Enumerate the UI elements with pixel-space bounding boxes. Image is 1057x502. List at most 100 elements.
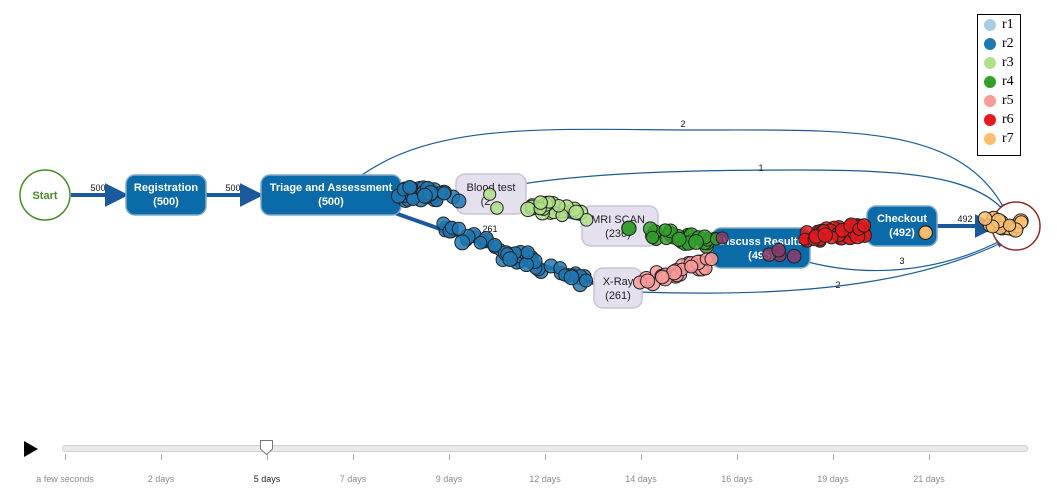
case-token — [437, 186, 452, 201]
edge-xray-end[interactable] — [639, 241, 1005, 294]
activity-registration[interactable]: Registration (500) — [125, 174, 207, 216]
case-token — [621, 220, 637, 237]
tick-mark — [65, 454, 66, 460]
edge-label-start-registration: 500 — [90, 183, 105, 193]
case-token — [417, 187, 433, 204]
legend-label: r5 — [1002, 92, 1014, 108]
activity-xray[interactable]: X-Ray (261) — [593, 267, 643, 309]
case-token — [715, 231, 729, 245]
tick-label: a few seconds — [36, 474, 94, 484]
edge-label-triage-xray: 261 — [482, 224, 497, 234]
edge-label-triage-end: 2 — [680, 119, 685, 129]
legend-label: r7 — [1002, 130, 1014, 146]
case-token — [402, 179, 418, 195]
case-tokens — [390, 179, 1029, 293]
tick-label: 2 days — [147, 474, 175, 484]
case-token — [483, 187, 497, 201]
registration-count: (500) — [153, 196, 179, 208]
tick-mark — [545, 454, 546, 460]
tick-label: 12 days — [529, 474, 561, 484]
legend: r1 r2 r3 r4 r5 r6 r7 — [977, 14, 1021, 156]
timeline-thumb[interactable] — [260, 440, 273, 455]
tick-mark — [641, 454, 642, 460]
case-token — [487, 237, 503, 253]
legend-item: r5 — [978, 91, 1020, 110]
legend-swatch — [984, 56, 996, 69]
tick-mark — [161, 454, 162, 460]
process-map: 500 500 2 1 261 492 3 2 Start Registrati… — [19, 119, 1041, 309]
legend-item: r4 — [978, 72, 1020, 91]
case-token — [454, 234, 471, 251]
legend-swatch — [984, 37, 996, 50]
case-token — [771, 242, 786, 258]
tick-mark — [833, 454, 834, 460]
case-token — [563, 269, 580, 286]
legend-label: r3 — [1002, 54, 1014, 70]
case-token — [1002, 218, 1017, 232]
tick-mark — [353, 454, 354, 460]
xray-count: (261) — [605, 290, 631, 302]
legend-swatch — [984, 18, 996, 31]
case-token — [520, 201, 536, 218]
case-token — [856, 218, 872, 233]
case-token — [918, 225, 933, 241]
start-node[interactable] — [19, 169, 71, 221]
legend-label: r2 — [1002, 35, 1014, 51]
edge-triage-end[interactable] — [361, 128, 1006, 212]
case-token — [640, 273, 656, 289]
edge-blood-end[interactable] — [521, 169, 1006, 214]
case-token — [490, 201, 504, 215]
tick-label: 14 days — [625, 474, 657, 484]
legend-item: r6 — [978, 110, 1020, 129]
tick-mark — [929, 454, 930, 460]
case-token — [817, 227, 833, 243]
edge-label-xray-end: 2 — [835, 280, 840, 290]
edge-label-checkout-end: 492 — [957, 214, 972, 224]
play-button[interactable] — [24, 441, 38, 457]
case-token — [655, 269, 670, 285]
tick-label-current: 5 days — [253, 474, 281, 484]
edge-label-registration-triage: 500 — [225, 183, 240, 193]
case-token — [977, 211, 993, 226]
case-token — [533, 195, 548, 210]
legend-label: r6 — [1002, 111, 1014, 127]
case-token — [684, 259, 699, 274]
legend-swatch — [984, 132, 996, 145]
case-token — [579, 212, 594, 227]
edge-discuss-end[interactable] — [807, 239, 1004, 272]
registration-label: Registration — [134, 182, 198, 194]
case-token — [518, 256, 534, 273]
case-token — [451, 221, 467, 236]
legend-swatch — [984, 94, 996, 107]
triage-count: (500) — [318, 196, 344, 208]
activity-triage[interactable]: Triage and Assessment (500) — [260, 174, 402, 216]
case-token — [658, 223, 672, 237]
case-token — [645, 230, 660, 245]
legend-item: r7 — [978, 129, 1020, 148]
checkout-label: Checkout — [877, 213, 927, 225]
timeline-slider[interactable] — [62, 445, 1028, 452]
triage-label: Triage and Assessment — [270, 182, 393, 194]
xray-label: X-Ray — [603, 276, 634, 288]
tick-label: 9 days — [435, 474, 463, 484]
case-token — [568, 204, 584, 220]
edge-label-discuss-end: 3 — [899, 256, 904, 266]
case-token — [520, 245, 535, 260]
legend-swatch — [984, 75, 996, 88]
tick-label: 21 days — [913, 474, 945, 484]
case-token — [502, 251, 518, 267]
case-token — [671, 231, 687, 247]
discuss-label: Discuss Results — [719, 236, 804, 248]
case-token — [578, 273, 593, 288]
legend-item: r3 — [978, 53, 1020, 72]
mri-label: MRI SCAN — [591, 214, 645, 226]
checkout-count: (492) — [889, 227, 915, 239]
case-token — [786, 248, 802, 264]
tick-mark — [737, 454, 738, 460]
case-token — [473, 235, 488, 250]
legend-label: r1 — [1002, 16, 1014, 32]
case-token — [704, 252, 719, 267]
case-token — [688, 234, 704, 250]
tick-mark — [449, 454, 450, 460]
tick-mark — [267, 454, 268, 460]
